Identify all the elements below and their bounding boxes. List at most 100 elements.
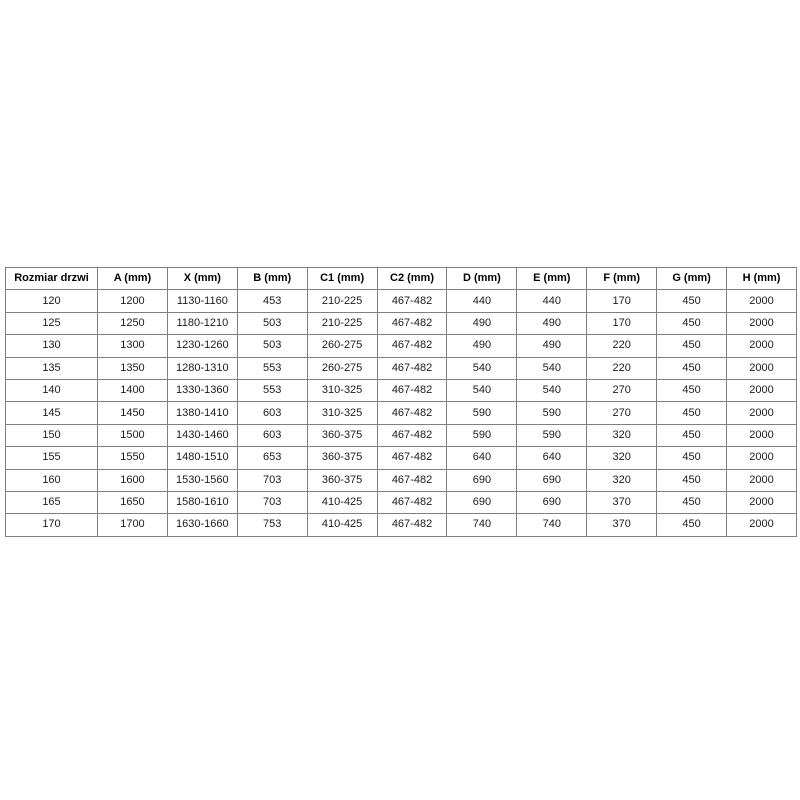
- table-cell: 450: [656, 468, 728, 492]
- table-cell: 145: [5, 401, 98, 425]
- table-cell: 467-482: [376, 289, 448, 313]
- table-cell: 1380-1410: [166, 401, 238, 425]
- table-cell: 440: [516, 289, 588, 313]
- table-cell: 553: [236, 356, 308, 380]
- table-cell: 2000: [726, 311, 797, 336]
- table-row: 120 1200 1130-1160 453 210-225 467-482 440 440 1…: [5, 289, 797, 313]
- table-cell: 1700: [97, 513, 168, 537]
- table-cell: 467-482: [376, 356, 448, 380]
- table-cell: 2000: [726, 378, 797, 403]
- column-header: C2 (mm): [376, 266, 448, 291]
- table-cell: 260-275: [306, 334, 378, 358]
- table-cell: 753: [236, 513, 308, 537]
- table-cell: 2000: [726, 289, 797, 313]
- table-cell: 260-275: [306, 356, 378, 380]
- table-cell: 1650: [97, 490, 168, 515]
- table-cell: 450: [656, 378, 728, 403]
- table-cell: 490: [516, 311, 588, 336]
- table-cell: 2000: [726, 513, 797, 537]
- table-cell: 210-225: [306, 311, 378, 336]
- table-cell: 740: [446, 513, 518, 537]
- table-cell: 503: [236, 311, 308, 336]
- table-cell: 703: [236, 490, 308, 515]
- table-cell: 220: [586, 334, 658, 358]
- table-cell: 360-375: [306, 468, 378, 492]
- table-cell: 1600: [97, 468, 168, 492]
- table-cell: 450: [656, 423, 728, 448]
- table-cell: 1580-1610: [166, 490, 238, 515]
- table-cell: 410-425: [306, 513, 378, 537]
- table-cell: 440: [446, 289, 518, 313]
- table-cell: 1480-1510: [166, 446, 238, 470]
- table-cell: 1350: [97, 356, 168, 380]
- table-cell: 170: [5, 513, 98, 537]
- column-header: B (mm): [236, 266, 308, 291]
- table-cell: 370: [586, 513, 658, 537]
- table-cell: 270: [586, 378, 658, 403]
- table-cell: 690: [516, 468, 588, 492]
- table-row: 130 1300 1230-1260 503 260-275 467-482 490 490 2…: [5, 334, 797, 358]
- table-cell: 590: [516, 423, 588, 448]
- table-cell: 1130-1160: [166, 289, 238, 313]
- table-cell: 590: [446, 423, 518, 448]
- column-header: D (mm): [446, 266, 518, 291]
- column-header: Rozmiar drzwi: [5, 266, 98, 291]
- table-cell: 603: [236, 401, 308, 425]
- table-cell: 135: [5, 356, 98, 380]
- table-cell: 220: [586, 356, 658, 380]
- table-cell: 1200: [97, 289, 168, 313]
- table-cell: 1300: [97, 334, 168, 358]
- table-cell: 640: [516, 446, 588, 470]
- table-cell: 450: [656, 289, 728, 313]
- table-cell: 467-482: [376, 468, 448, 492]
- table-cell: 603: [236, 423, 308, 448]
- table-row: 160 1600 1530-1560 703 360-375 467-482 690 690 3…: [5, 468, 797, 492]
- table-cell: 467-482: [376, 513, 448, 537]
- table-cell: 370: [586, 490, 658, 515]
- column-header: A (mm): [97, 266, 168, 291]
- table-cell: 120: [5, 289, 98, 313]
- table-cell: 155: [5, 446, 98, 470]
- column-header: X (mm): [166, 266, 238, 291]
- table-cell: 503: [236, 334, 308, 358]
- table-cell: 310-325: [306, 401, 378, 425]
- table-cell: 2000: [726, 490, 797, 515]
- table-cell: 210-225: [306, 289, 378, 313]
- table-cell: 450: [656, 311, 728, 336]
- table-row: 170 1700 1630-1660 753 410-425 467-482 740 740 3…: [5, 513, 797, 537]
- table-cell: 553: [236, 378, 308, 403]
- column-header: H (mm): [726, 266, 797, 291]
- table-cell: 1330-1360: [166, 378, 238, 403]
- table-cell: 467-482: [376, 423, 448, 448]
- table-cell: 2000: [726, 446, 797, 470]
- table-cell: 140: [5, 378, 98, 403]
- table-cell: 1430-1460: [166, 423, 238, 448]
- table-cell: 590: [446, 401, 518, 425]
- table-cell: 150: [5, 423, 98, 448]
- table-cell: 1280-1310: [166, 356, 238, 380]
- table-cell: 320: [586, 446, 658, 470]
- table-cell: 310-325: [306, 378, 378, 403]
- column-header: E (mm): [516, 266, 588, 291]
- table-cell: 467-482: [376, 378, 448, 403]
- table-cell: 450: [656, 356, 728, 380]
- table-cell: 170: [586, 289, 658, 313]
- table-cell: 490: [516, 334, 588, 358]
- table-cell: 125: [5, 311, 98, 336]
- table-cell: 453: [236, 289, 308, 313]
- table-row: 165 1650 1580-1610 703 410-425 467-482 690 690 3…: [5, 490, 797, 515]
- table-cell: 540: [516, 378, 588, 403]
- table-cell: 1180-1210: [166, 311, 238, 336]
- table-cell: 467-482: [376, 401, 448, 425]
- table-cell: 640: [446, 446, 518, 470]
- table-cell: 270: [586, 401, 658, 425]
- table-cell: 467-482: [376, 334, 448, 358]
- table-cell: 170: [586, 311, 658, 336]
- column-header: F (mm): [586, 266, 658, 291]
- table-cell: 450: [656, 513, 728, 537]
- table-header-row: Rozmiar drzwi A (mm) X (mm) B (mm) C1 (mm) C2…: [5, 266, 797, 291]
- table-cell: 1250: [97, 311, 168, 336]
- table-row: 125 1250 1180-1210 503 210-225 467-482 490 490 1…: [5, 311, 797, 336]
- table-cell: 1500: [97, 423, 168, 448]
